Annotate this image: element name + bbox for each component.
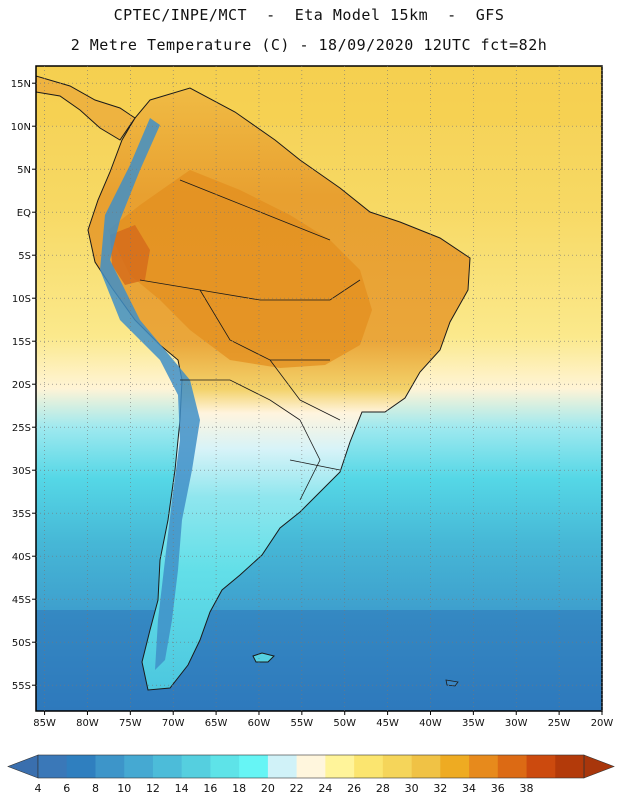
lat-tick-label: 30S <box>12 466 31 477</box>
lat-tick-label: 5S <box>18 251 31 262</box>
colorbar-swatch <box>382 755 412 778</box>
colorbar-swatch <box>497 755 527 778</box>
lon-tick-label: 35W <box>462 718 485 729</box>
lat-tick-label: 25S <box>12 423 31 434</box>
colorbar-swatch <box>267 755 297 778</box>
title-line-1: CPTEC/INPE/MCT - Eta Model 15km - GFS <box>113 6 505 24</box>
colorbar-swatch <box>526 755 556 778</box>
lat-tick-label: 5N <box>17 165 31 176</box>
colorbar-label: 20 <box>261 782 275 795</box>
colorbar-label: 36 <box>491 782 505 795</box>
lon-tick-label: 85W <box>33 718 56 729</box>
title-line-2: 2 Metre Temperature (C) - 18/09/2020 12U… <box>70 36 548 54</box>
lon-tick-label: 80W <box>76 718 99 729</box>
colorbar-label: 4 <box>35 782 42 795</box>
colorbar-swatch <box>66 755 96 778</box>
country-borders <box>139 179 361 501</box>
lon-tick-label: 60W <box>248 718 271 729</box>
colorbar-swatch <box>411 755 441 778</box>
lon-tick-label: 75W <box>119 718 142 729</box>
colorbar-label: 38 <box>520 782 534 795</box>
lat-tick-label: 15N <box>11 79 31 90</box>
lon-tick-label: 30W <box>505 718 528 729</box>
colorbar-label: 6 <box>63 782 70 795</box>
colorbar-swatch <box>296 755 326 778</box>
andes-cold-spine <box>100 118 200 670</box>
map-panel <box>36 66 602 711</box>
colorbar-swatch <box>124 755 154 778</box>
lat-tick-label: 10N <box>11 122 31 133</box>
colorbar-label: 32 <box>433 782 447 795</box>
central-america-landmass <box>36 75 136 141</box>
southern-cold-band <box>36 610 602 711</box>
colorbar-label: 12 <box>146 782 160 795</box>
lat-tick-label: 20S <box>12 380 31 391</box>
lon-tick-label: 25W <box>548 718 571 729</box>
colorbar-label: 22 <box>290 782 304 795</box>
peak-heat-region <box>110 225 150 285</box>
colorbar-swatch <box>95 755 125 778</box>
colorbar-label: 16 <box>203 782 217 795</box>
lon-tick-label: 40W <box>419 718 442 729</box>
lon-tick-label: 45W <box>376 718 399 729</box>
lat-tick-label: 55S <box>12 681 31 692</box>
lon-tick-label: 70W <box>162 718 185 729</box>
lon-tick-label: 50W <box>333 718 356 729</box>
colorbar-label: 26 <box>347 782 361 795</box>
colorbar-swatch <box>152 755 182 778</box>
colorbar-label: 18 <box>232 782 246 795</box>
lon-tick-label: 65W <box>205 718 228 729</box>
colorbar: 4 6 8 10 12 14 16 18 20 22 24 26 28 30 32 34 36 38 <box>7 754 615 795</box>
lat-tick-label: 15S <box>12 337 31 348</box>
colorbar-right-arrow <box>583 754 615 779</box>
lat-tick-label: EQ <box>17 208 31 219</box>
colorbar-swatch <box>38 755 68 778</box>
colorbar-swatch <box>325 755 355 778</box>
lat-tick-label: 35S <box>12 509 31 520</box>
lat-tick-label: 45S <box>12 595 31 606</box>
colorbar-label: 30 <box>405 782 419 795</box>
colorbar-label: 24 <box>318 782 332 795</box>
lon-tick-label: 55W <box>291 718 314 729</box>
colorbar-left-arrow <box>7 754 39 779</box>
colorbar-outline <box>37 754 585 779</box>
colorbar-swatch <box>210 755 240 778</box>
colorbar-swatch <box>239 755 269 778</box>
axis-ticks: 15N 10N 5N EQ 5S 10S 15S 20S 25S 30S 35S 40S 45S 50S 5… <box>11 79 614 729</box>
south-georgia-island <box>445 679 459 687</box>
falkland-islands <box>252 652 275 663</box>
colorbar-swatch <box>469 755 499 778</box>
colorbar-label: 8 <box>92 782 99 795</box>
colorbar-swatch <box>181 755 211 778</box>
lon-tick-label: 20W <box>591 718 614 729</box>
colorbar-label: 34 <box>462 782 476 795</box>
colorbar-label: 28 <box>376 782 390 795</box>
colorbar-swatch <box>440 755 470 778</box>
colorbar-label: 10 <box>117 782 131 795</box>
hot-interior-region <box>108 170 372 368</box>
lat-tick-label: 50S <box>12 638 31 649</box>
lat-tick-label: 10S <box>12 294 31 305</box>
lat-tick-label: 40S <box>12 552 31 563</box>
colorbar-swatch <box>354 755 384 778</box>
colorbar-label: 14 <box>175 782 189 795</box>
colorbar-swatch <box>555 755 585 778</box>
map-frame <box>35 65 603 712</box>
